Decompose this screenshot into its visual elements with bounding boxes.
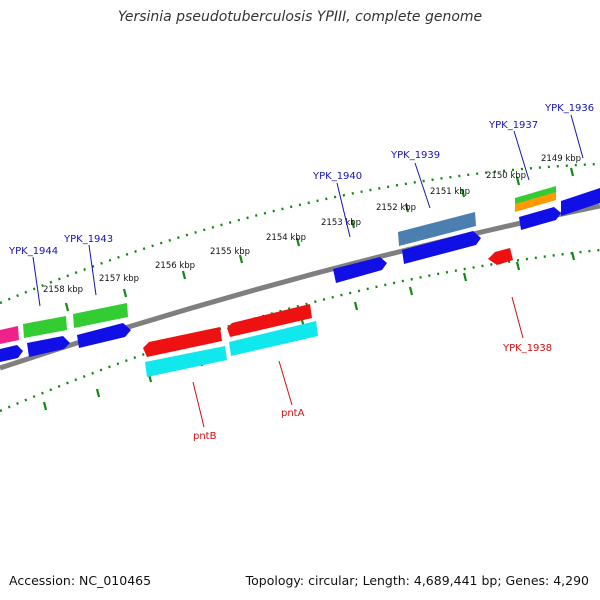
- gene-label-ypk1938[interactable]: YPK_1938: [502, 343, 552, 354]
- tick-2150: [515, 176, 521, 186]
- kbp-label-2158: 2158 kbp: [43, 285, 83, 295]
- cds-arrow-ypk1937[interactable]: [519, 207, 561, 230]
- kbp-label-2154: 2154 kbp: [266, 233, 306, 243]
- tick-2149: [569, 167, 575, 177]
- kbp-label-2157: 2157 kbp: [99, 274, 139, 284]
- leader-pntb: [192, 381, 205, 428]
- tick-2152: [404, 203, 410, 213]
- cds-arrow-ypk1940[interactable]: [333, 257, 387, 283]
- label-leaders: [32, 114, 584, 428]
- cds-feature-pntb[interactable]: [145, 346, 227, 377]
- gene-label-ypk1939[interactable]: YPK_1939: [390, 150, 440, 161]
- gene-label-ypk1943[interactable]: YPK_1943: [63, 234, 113, 245]
- gene-label-pnta[interactable]: pntA: [281, 408, 305, 419]
- reverse-gene-row: [143, 248, 513, 357]
- leader-ypk1944: [32, 256, 41, 307]
- gene-feature-pntb[interactable]: [143, 327, 222, 357]
- tick-2153: [350, 219, 356, 229]
- leader-ypk1936: [570, 114, 584, 159]
- tick-2151: [460, 188, 466, 198]
- inner-scale-ring: [0, 248, 600, 413]
- kbp-label-2156: 2156 kbp: [155, 261, 195, 271]
- cds-arrow-edge[interactable]: [0, 345, 23, 362]
- tick-2156: [181, 270, 187, 280]
- tick-2154: [295, 237, 301, 247]
- gene-feature-ypk1939[interactable]: [398, 212, 476, 246]
- kbp-label-2155: 2155 kbp: [210, 247, 250, 257]
- gene-feature-ypk1944[interactable]: [23, 316, 67, 338]
- cds-feature-pnta[interactable]: [229, 321, 318, 356]
- accession-label: Accession: NC_010465: [9, 573, 152, 588]
- outer-scale-ring: [0, 162, 600, 305]
- leader-pnta: [278, 360, 293, 406]
- kbp-label-2151: 2151 kbp: [430, 187, 470, 197]
- kbp-label-2150: 2150 kbp: [486, 171, 526, 181]
- gene-feature-pnta[interactable]: [227, 304, 312, 337]
- gene-feature-pink[interactable]: [0, 326, 19, 344]
- leader-ypk1938: [511, 296, 524, 339]
- outer-major-ticks: [64, 167, 575, 312]
- kbp-label-2153: 2153 kbp: [321, 218, 361, 228]
- leader-ypk1943: [88, 244, 97, 296]
- gene-label-pntb[interactable]: pntB: [193, 431, 217, 442]
- gene-label-ypk1940[interactable]: YPK_1940: [312, 171, 362, 182]
- map-title: Yersinia pseudotuberculosis YPIII, compl…: [117, 9, 483, 25]
- kbp-label-2152: 2152 kbp: [376, 203, 416, 213]
- gene-label-ypk1937[interactable]: YPK_1937: [488, 120, 538, 131]
- scale-labels: 2149 kbp 2150 kbp 2151 kbp 2152 kbp 2153…: [43, 154, 581, 295]
- gene-feature-ypk1936[interactable]: [561, 188, 600, 216]
- gene-feature-ypk1937-pseudo[interactable]: [515, 192, 556, 212]
- forward-gene-row: [0, 186, 600, 344]
- tick-2158: [64, 302, 70, 312]
- kbp-label-2149: 2149 kbp: [541, 154, 581, 164]
- leader-ypk1940: [336, 182, 351, 238]
- topology-label: Topology: circular; Length: 4,689,441 bp…: [245, 573, 589, 588]
- tick-2157: [122, 288, 128, 298]
- gene-feature-ypk1943[interactable]: [73, 303, 128, 328]
- leader-ypk1937: [513, 130, 530, 181]
- cds-arrow-ypk1944[interactable]: [27, 336, 70, 357]
- reverse-cds-row: [145, 321, 318, 377]
- gene-label-ypk1936[interactable]: YPK_1936: [544, 103, 594, 114]
- forward-cds-row: [0, 207, 561, 362]
- gene-label-ypk1944[interactable]: YPK_1944: [8, 246, 58, 257]
- gene-feature-ypk1938[interactable]: [488, 248, 513, 265]
- leader-ypk1939: [414, 162, 431, 209]
- tick-2155: [238, 254, 244, 264]
- cds-arrow-ypk1939[interactable]: [402, 231, 481, 264]
- cds-arrow-ypk1943[interactable]: [77, 323, 131, 348]
- gene-labels: YPK_1936 YPK_1937 YPK_1939 YPK_1940 YPK_…: [8, 103, 594, 442]
